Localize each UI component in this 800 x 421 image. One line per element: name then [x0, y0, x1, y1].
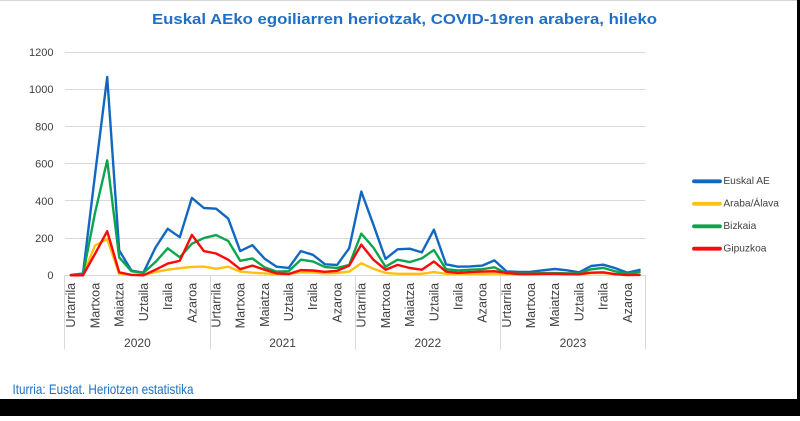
svg-text:Bizkaia: Bizkaia: [723, 221, 756, 232]
svg-text:Martxoa: Martxoa: [234, 283, 248, 329]
svg-text:Azaroa: Azaroa: [621, 283, 635, 323]
svg-text:Urtarrila: Urtarrila: [210, 283, 224, 328]
svg-text:Azaroa: Azaroa: [331, 283, 345, 323]
svg-text:Euskal AE: Euskal AE: [723, 176, 770, 187]
svg-text:Uztaila: Uztaila: [573, 283, 587, 322]
svg-text:200: 200: [35, 233, 53, 245]
svg-text:Iraila: Iraila: [161, 283, 175, 310]
svg-text:2020: 2020: [124, 336, 151, 350]
svg-text:Azaroa: Azaroa: [476, 283, 490, 323]
svg-text:2023: 2023: [560, 336, 587, 350]
svg-text:Maiatza: Maiatza: [258, 283, 272, 327]
svg-text:0: 0: [47, 270, 53, 282]
svg-text:Azaroa: Azaroa: [185, 283, 199, 323]
svg-text:Maiatza: Maiatza: [548, 283, 562, 327]
svg-text:Iraila: Iraila: [452, 283, 466, 310]
svg-text:600: 600: [35, 159, 53, 171]
svg-text:Uztaila: Uztaila: [282, 283, 296, 322]
svg-text:400: 400: [35, 196, 53, 208]
svg-text:Martxoa: Martxoa: [89, 283, 103, 329]
svg-text:Urtarrila: Urtarrila: [64, 283, 78, 328]
svg-text:800: 800: [35, 121, 53, 133]
svg-text:Gipuzkoa: Gipuzkoa: [723, 244, 766, 255]
svg-text:1000: 1000: [29, 84, 53, 96]
svg-text:Martxoa: Martxoa: [379, 283, 393, 329]
svg-text:Araba/Álava: Araba/Álava: [723, 197, 779, 210]
svg-text:Martxoa: Martxoa: [524, 283, 538, 329]
svg-text:Urtarrila: Urtarrila: [355, 283, 369, 328]
svg-text:Maiatza: Maiatza: [113, 283, 127, 327]
svg-text:Iraila: Iraila: [597, 283, 611, 310]
svg-text:Urtarrila: Urtarrila: [500, 283, 514, 328]
svg-text:Iturria: Eustat. Heriotzen est: Iturria: Eustat. Heriotzen estatistika: [13, 382, 194, 397]
svg-text:2022: 2022: [414, 336, 441, 350]
svg-text:2021: 2021: [269, 336, 296, 350]
svg-text:Maiatza: Maiatza: [403, 283, 417, 327]
svg-text:Uztaila: Uztaila: [137, 283, 151, 322]
svg-text:Iraila: Iraila: [306, 283, 320, 310]
svg-text:Uztaila: Uztaila: [427, 283, 441, 322]
svg-text:1200: 1200: [29, 47, 53, 59]
svg-text:Euskal AEko egoiliarren heriot: Euskal AEko egoiliarren heriotzak, COVID…: [152, 11, 657, 28]
